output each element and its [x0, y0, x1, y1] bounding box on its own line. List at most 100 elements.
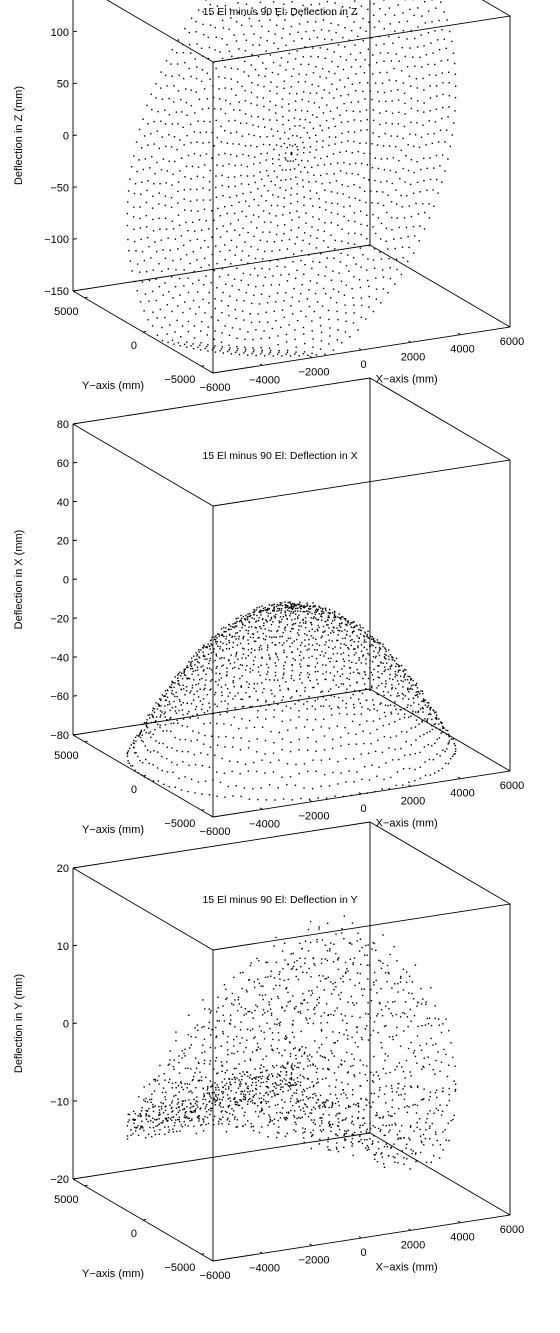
scatter-point	[263, 625, 264, 626]
scatter-point	[153, 708, 154, 709]
scatter-point	[236, 1077, 237, 1078]
scatter-point	[209, 121, 210, 122]
scatter-point	[291, 1074, 292, 1075]
scatter-point	[402, 670, 403, 671]
scatter-point	[318, 1047, 319, 1048]
scatter-point	[375, 647, 376, 648]
scatter-point	[202, 69, 203, 70]
scatter-point	[267, 40, 268, 41]
scatter-point	[266, 620, 267, 621]
scatter-point	[165, 716, 166, 717]
scatter-point	[227, 1094, 228, 1095]
scatter-point	[348, 1107, 349, 1108]
scatter-point	[410, 688, 411, 689]
scatter-point	[250, 1074, 251, 1075]
scatter-point	[179, 345, 180, 346]
scatter-point	[315, 135, 316, 136]
scatter-point	[249, 613, 250, 614]
scatter-point	[307, 172, 308, 173]
scatter-point	[222, 20, 223, 21]
scatter-point	[292, 624, 293, 625]
scatter-point	[420, 767, 421, 768]
scatter-point	[318, 1106, 319, 1107]
scatter-point	[181, 235, 182, 236]
scatter-point	[213, 1069, 214, 1070]
scatter-point	[152, 291, 153, 292]
scatter-point	[330, 23, 331, 24]
scatter-point	[165, 1092, 166, 1093]
scatter-point	[175, 676, 176, 677]
scatter-point	[396, 1035, 397, 1036]
scatter-point	[171, 276, 172, 277]
scatter-point	[406, 1060, 407, 1061]
scatter-point	[398, 683, 399, 684]
scatter-point	[260, 1048, 261, 1049]
scatter-point	[380, 702, 381, 703]
scatter-point	[195, 1058, 196, 1059]
scatter-point	[429, 110, 430, 111]
scatter-point	[201, 1124, 202, 1125]
scatter-point	[173, 694, 174, 695]
scatter-point	[369, 654, 370, 655]
scatter-point	[223, 627, 224, 628]
scatter-point	[332, 648, 333, 649]
scatter-point	[273, 701, 274, 702]
scatter-point	[341, 241, 342, 242]
scatter-point	[203, 199, 204, 200]
scatter-point	[237, 644, 238, 645]
scatter-point	[160, 705, 161, 706]
scatter-point	[377, 652, 378, 653]
scatter-point	[129, 748, 130, 749]
scatter-point	[383, 1116, 384, 1117]
scatter-point	[244, 241, 245, 242]
scatter-point	[215, 1096, 216, 1097]
scatter-point	[373, 656, 374, 657]
scatter-point	[390, 90, 391, 91]
scatter-point	[278, 352, 279, 353]
scatter-point	[367, 1002, 368, 1003]
scatter-point	[338, 686, 339, 687]
scatter-point	[447, 730, 448, 731]
scatter-point	[401, 665, 402, 666]
scatter-point	[210, 658, 211, 659]
scatter-point	[308, 677, 309, 678]
scatter-point	[159, 229, 160, 230]
scatter-point	[356, 1031, 357, 1032]
scatter-point	[298, 979, 299, 980]
scatter-point	[295, 614, 296, 615]
scatter-point	[220, 641, 221, 642]
scatter-point	[257, 1006, 258, 1007]
scatter-point	[311, 1109, 312, 1110]
scatter-point	[410, 86, 411, 87]
scatter-point	[210, 199, 211, 200]
scatter-point	[202, 652, 203, 653]
scatter-point	[197, 120, 198, 121]
scatter-point	[299, 1011, 300, 1012]
scatter-point	[268, 1114, 269, 1115]
y-tick-label: 5000	[54, 1194, 78, 1206]
scatter-point	[314, 1119, 315, 1120]
scatter-point	[259, 321, 260, 322]
scatter-point	[354, 714, 355, 715]
scatter-point	[144, 722, 145, 723]
scatter-point	[360, 211, 361, 212]
scatter-point	[245, 349, 246, 350]
scatter-point	[297, 648, 298, 649]
scatter-point	[416, 161, 417, 162]
scatter-point	[423, 698, 424, 699]
scatter-point	[199, 1080, 200, 1081]
scatter-point	[394, 660, 395, 661]
scatter-point	[204, 1063, 205, 1064]
scatter-point	[215, 1027, 216, 1028]
scatter-point	[331, 202, 332, 203]
scatter-point	[367, 708, 368, 709]
scatter-point	[429, 1110, 430, 1111]
scatter-point	[269, 679, 270, 680]
scatter-point	[315, 709, 316, 710]
scatter-point	[169, 701, 170, 702]
scatter-point	[171, 76, 172, 77]
scatter-point	[273, 355, 274, 356]
scatter-point	[218, 634, 219, 635]
scatter-point	[312, 261, 313, 262]
scatter-point	[209, 668, 210, 669]
